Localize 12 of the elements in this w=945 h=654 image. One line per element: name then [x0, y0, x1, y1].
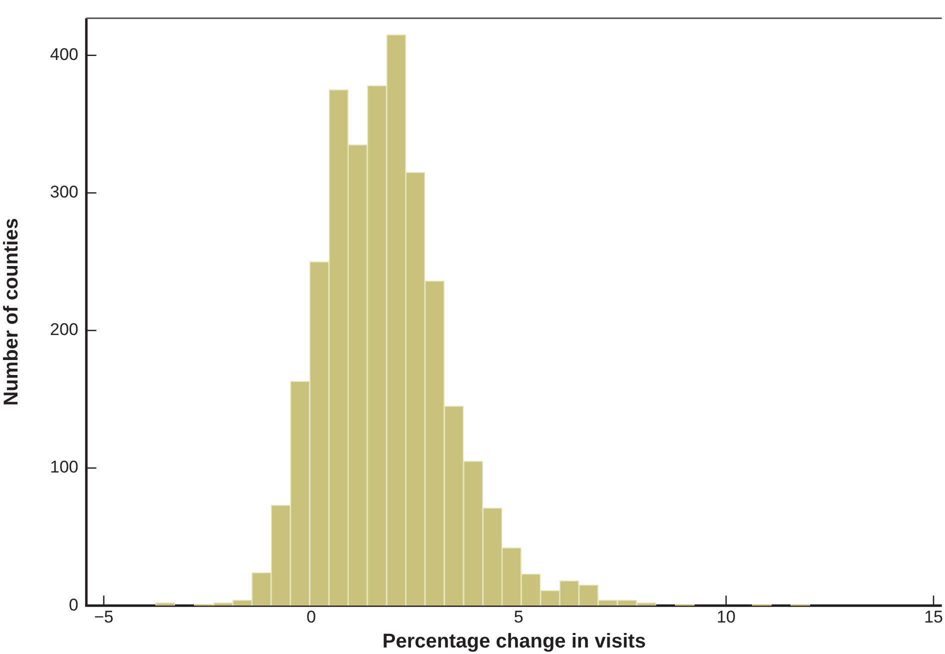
y-tick-label: 400 [50, 45, 78, 64]
x-tick-label: 15 [924, 607, 943, 626]
y-tick-label: 300 [50, 182, 78, 202]
y-tick-label: 0 [68, 595, 78, 614]
y-tick-label: 200 [50, 320, 78, 340]
x-tick-label: 5 [514, 607, 524, 626]
y-axis-title: Number of counties [0, 218, 23, 406]
x-tick-label: −5 [94, 607, 114, 626]
x-axis-title: Percentage change in visits [382, 630, 646, 653]
x-tick-label: 0 [306, 607, 316, 626]
x-tick-label: 10 [716, 607, 736, 626]
y-tick-label: 100 [50, 458, 78, 477]
